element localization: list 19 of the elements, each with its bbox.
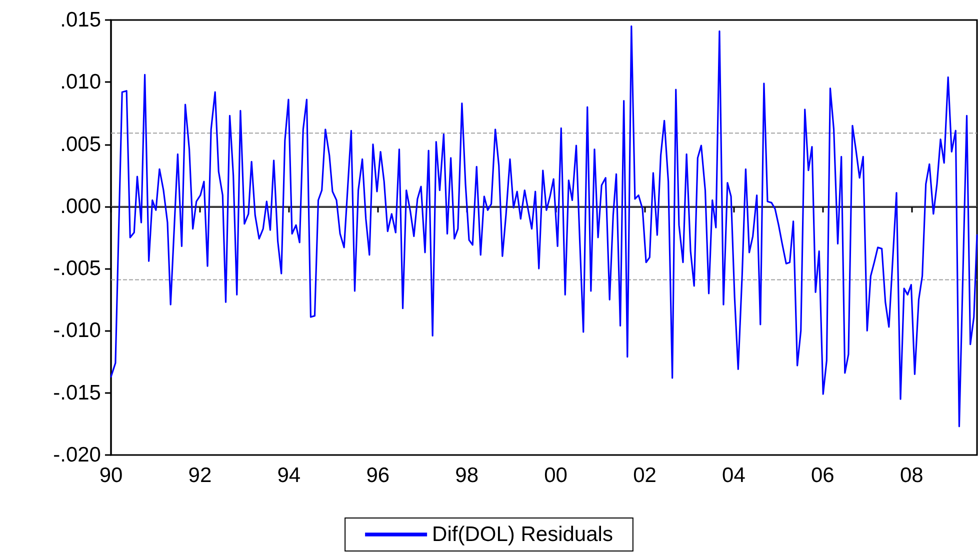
x-tick-label: 02 [633, 464, 656, 487]
y-tick-label: -.005 [53, 257, 101, 280]
y-tick-label: .015 [60, 8, 101, 32]
x-tick-label: 08 [900, 464, 924, 487]
x-tick-label: 94 [277, 464, 301, 487]
x-tick-label: 98 [455, 464, 479, 487]
y-tick-label: -.015 [53, 381, 101, 404]
x-tick-label: 90 [99, 464, 123, 487]
y-tick-label: .005 [60, 132, 101, 156]
y-tick-label: -.020 [53, 444, 101, 466]
y-tick-label: .000 [60, 194, 101, 218]
y-tick-label: .010 [60, 70, 101, 94]
y-tick-label: -.010 [53, 319, 101, 342]
legend-label: Dif(DOL) Residuals [432, 523, 613, 546]
x-tick-label: 00 [544, 464, 568, 487]
x-tick-label: 96 [366, 464, 390, 487]
x-tick-label: 06 [810, 464, 834, 487]
x-tick-label: 92 [188, 464, 212, 487]
x-tick-label: 04 [722, 464, 746, 487]
